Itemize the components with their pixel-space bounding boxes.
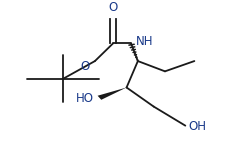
Text: HO: HO xyxy=(75,92,93,105)
Polygon shape xyxy=(97,87,126,100)
Text: OH: OH xyxy=(188,120,206,133)
Text: O: O xyxy=(80,60,89,73)
Text: O: O xyxy=(108,1,117,14)
Text: NH: NH xyxy=(135,35,153,48)
